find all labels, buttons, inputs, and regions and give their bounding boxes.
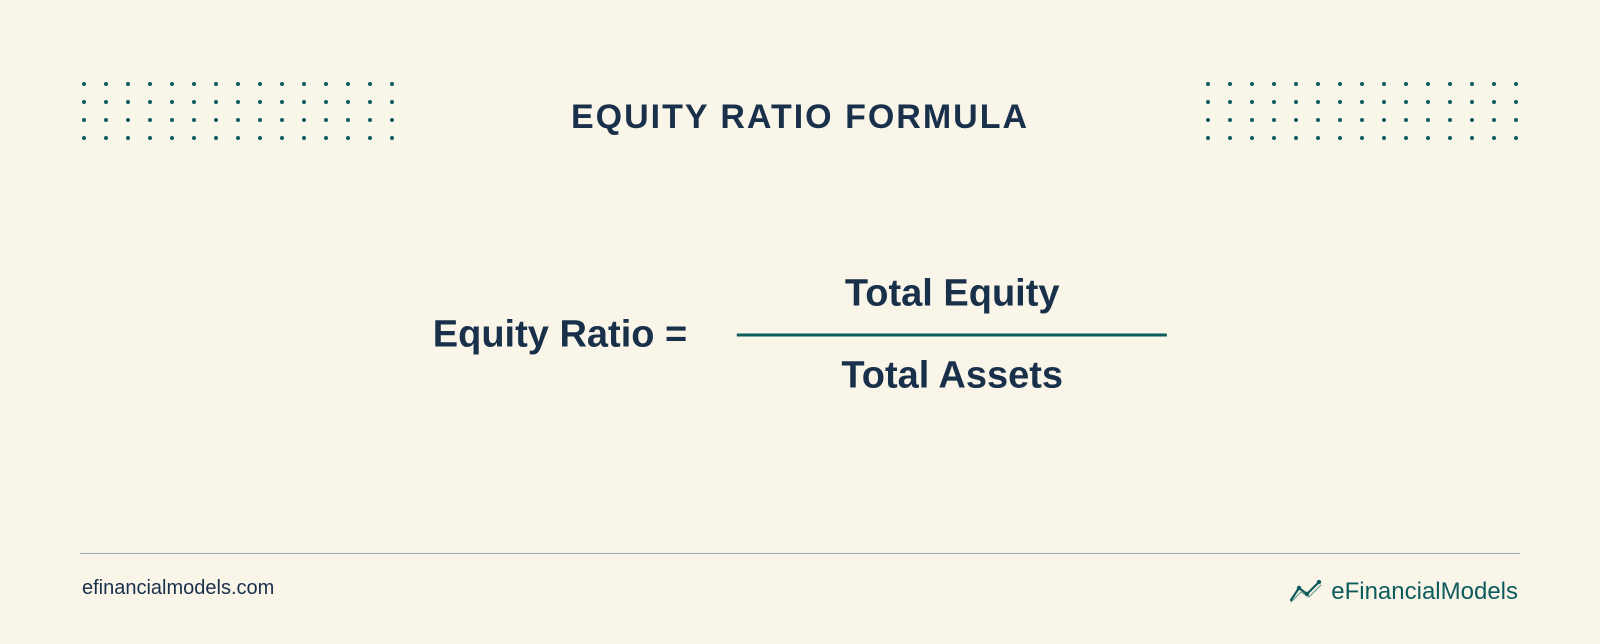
footer-divider (80, 553, 1520, 554)
formula-numerator: Total Equity (845, 255, 1060, 334)
brand-logo-prefix: e (1331, 578, 1344, 605)
formula-fraction: Total Equity Total Assets (737, 255, 1167, 416)
decorative-dot-grid-right (1206, 82, 1518, 140)
page-title: EQUITY RATIO FORMULA (571, 98, 1029, 137)
footer-url: efinancialmodels.com (82, 577, 274, 600)
chart-line-icon (1289, 580, 1323, 604)
brand-logo-text: eFinancialModels (1331, 578, 1518, 606)
brand-logo: eFinancialModels (1289, 578, 1518, 606)
infographic-container: EQUITY RATIO FORMULA Equity Ratio = Tota… (0, 0, 1600, 644)
formula-label: Equity Ratio = (433, 314, 687, 357)
formula: Equity Ratio = Total Equity Total Assets (433, 255, 1167, 416)
brand-logo-main: FinancialModels (1345, 578, 1518, 605)
formula-denominator: Total Assets (841, 337, 1063, 416)
decorative-dot-grid-left (82, 82, 394, 140)
